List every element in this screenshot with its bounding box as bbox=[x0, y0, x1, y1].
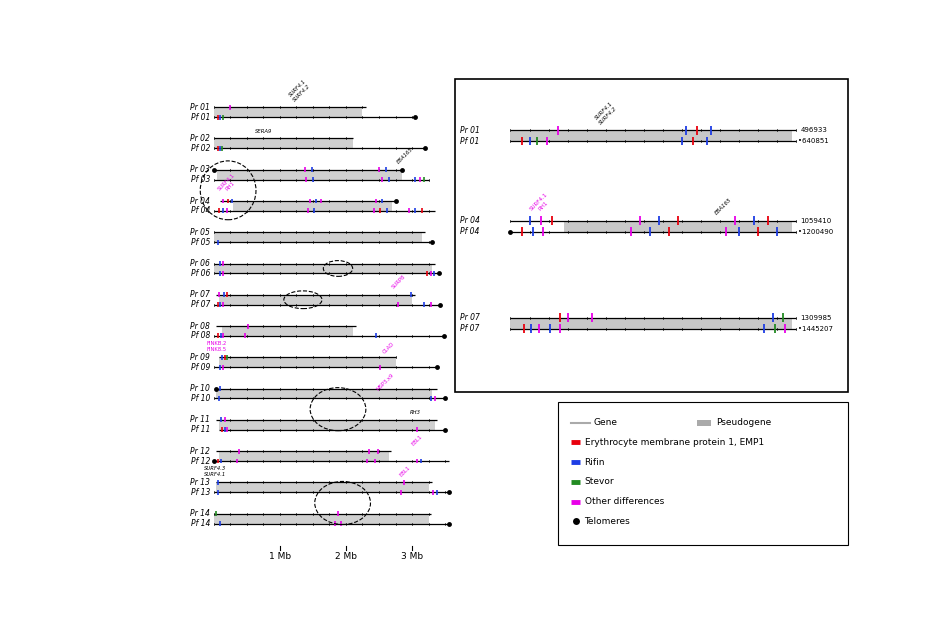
Polygon shape bbox=[221, 326, 353, 336]
Text: Pf 03: Pf 03 bbox=[190, 175, 210, 184]
Polygon shape bbox=[214, 514, 429, 524]
Polygon shape bbox=[219, 451, 389, 461]
Text: Pf 10: Pf 10 bbox=[190, 394, 210, 403]
Text: RH3: RH3 bbox=[410, 410, 421, 415]
Text: Pr 14: Pr 14 bbox=[190, 509, 210, 518]
Bar bbox=[697, 420, 710, 426]
Text: Pr 06: Pr 06 bbox=[190, 259, 210, 268]
Bar bbox=[456, 79, 848, 392]
Polygon shape bbox=[511, 318, 793, 329]
Text: Pf 04: Pf 04 bbox=[190, 206, 210, 216]
Polygon shape bbox=[217, 388, 432, 399]
Polygon shape bbox=[217, 483, 429, 492]
Text: Pf 08: Pf 08 bbox=[190, 332, 210, 340]
Text: Pf 02: Pf 02 bbox=[190, 144, 210, 153]
Text: EBL1: EBL1 bbox=[411, 433, 424, 446]
Text: EBL1: EBL1 bbox=[399, 465, 412, 477]
Text: Pr 02: Pr 02 bbox=[190, 134, 210, 143]
Text: Pr 03: Pr 03 bbox=[190, 165, 210, 174]
Text: Pseudogene: Pseudogene bbox=[716, 419, 771, 428]
Text: Pf 04: Pf 04 bbox=[460, 227, 480, 236]
Text: 1059410: 1059410 bbox=[800, 218, 832, 224]
Polygon shape bbox=[219, 295, 412, 305]
Polygon shape bbox=[217, 170, 402, 180]
Bar bbox=[558, 402, 848, 545]
Text: Pf 01: Pf 01 bbox=[190, 113, 210, 122]
Polygon shape bbox=[219, 420, 435, 429]
Text: 496933: 496933 bbox=[800, 127, 828, 133]
Text: SURF4.3
SURF4.1: SURF4.3 SURF4.1 bbox=[203, 466, 226, 477]
Text: Pr 13: Pr 13 bbox=[190, 478, 210, 487]
Text: Pr 01: Pr 01 bbox=[190, 102, 210, 112]
Text: Pr 05: Pr 05 bbox=[190, 228, 210, 237]
Text: Erythrocyte membrane protein 1, EMP1: Erythrocyte membrane protein 1, EMP1 bbox=[585, 438, 763, 447]
Text: SURF4.1
RH1: SURF4.1 RH1 bbox=[529, 192, 553, 216]
Text: •640851: •640851 bbox=[797, 138, 829, 144]
Text: SURF4.1
SURF4.2: SURF4.1 SURF4.2 bbox=[594, 101, 618, 125]
Text: Pr 12: Pr 12 bbox=[190, 447, 210, 456]
Text: Pr 08: Pr 08 bbox=[190, 321, 210, 331]
Polygon shape bbox=[511, 130, 793, 141]
Text: EBA165: EBA165 bbox=[714, 197, 733, 216]
Text: Pf 05: Pf 05 bbox=[190, 237, 210, 246]
Text: Pf 07: Pf 07 bbox=[460, 324, 480, 333]
Polygon shape bbox=[219, 357, 395, 367]
Text: SURP8: SURP8 bbox=[391, 274, 407, 290]
Text: Pr 07: Pr 07 bbox=[190, 291, 210, 300]
Text: Pr 11: Pr 11 bbox=[190, 415, 210, 424]
Text: Pr 01: Pr 01 bbox=[460, 125, 480, 134]
Polygon shape bbox=[214, 138, 353, 148]
Polygon shape bbox=[234, 201, 393, 211]
Text: 3 Mb: 3 Mb bbox=[401, 552, 423, 561]
Text: Pf 07: Pf 07 bbox=[190, 300, 210, 309]
Text: SURF4.1
RH1: SURF4.1 RH1 bbox=[217, 173, 239, 196]
Text: Telomeres: Telomeres bbox=[585, 517, 630, 526]
Text: •1445207: •1445207 bbox=[797, 326, 832, 332]
Text: Stevor: Stevor bbox=[585, 477, 614, 486]
Text: Pf 12: Pf 12 bbox=[190, 456, 210, 465]
Text: Pf 11: Pf 11 bbox=[190, 425, 210, 435]
Text: 2 Mb: 2 Mb bbox=[335, 552, 357, 561]
Text: Pf 01: Pf 01 bbox=[460, 136, 480, 145]
Text: Pf 09: Pf 09 bbox=[190, 363, 210, 372]
Text: Pf 14: Pf 14 bbox=[190, 519, 210, 528]
Text: CLAD: CLAD bbox=[382, 341, 395, 355]
Text: SERA9: SERA9 bbox=[254, 129, 272, 134]
Polygon shape bbox=[214, 108, 362, 117]
Text: Pr 04: Pr 04 bbox=[460, 216, 480, 225]
Text: 1 Mb: 1 Mb bbox=[269, 552, 290, 561]
Text: Pr 10: Pr 10 bbox=[190, 384, 210, 393]
Text: Pr 07: Pr 07 bbox=[460, 314, 480, 323]
Text: FINKB.2
FINK8.5: FINKB.2 FINK8.5 bbox=[206, 341, 226, 351]
Text: Other differences: Other differences bbox=[585, 497, 664, 506]
Text: 1309985: 1309985 bbox=[800, 315, 832, 321]
Text: EBA165: EBA165 bbox=[396, 147, 414, 165]
Polygon shape bbox=[214, 232, 422, 242]
Text: Rifin: Rifin bbox=[585, 458, 605, 467]
Polygon shape bbox=[564, 221, 793, 232]
Text: MSP3.x9: MSP3.x9 bbox=[376, 372, 395, 392]
Text: •1200490: •1200490 bbox=[797, 228, 833, 235]
Text: SURF4.1
SURF4.2: SURF4.1 SURF4.2 bbox=[288, 79, 311, 102]
Text: Pr 09: Pr 09 bbox=[190, 353, 210, 362]
Text: Pf 13: Pf 13 bbox=[190, 488, 210, 497]
Text: Pr 04: Pr 04 bbox=[190, 196, 210, 205]
Text: Pf 06: Pf 06 bbox=[190, 269, 210, 278]
Text: Gene: Gene bbox=[593, 419, 618, 428]
Polygon shape bbox=[214, 264, 432, 273]
